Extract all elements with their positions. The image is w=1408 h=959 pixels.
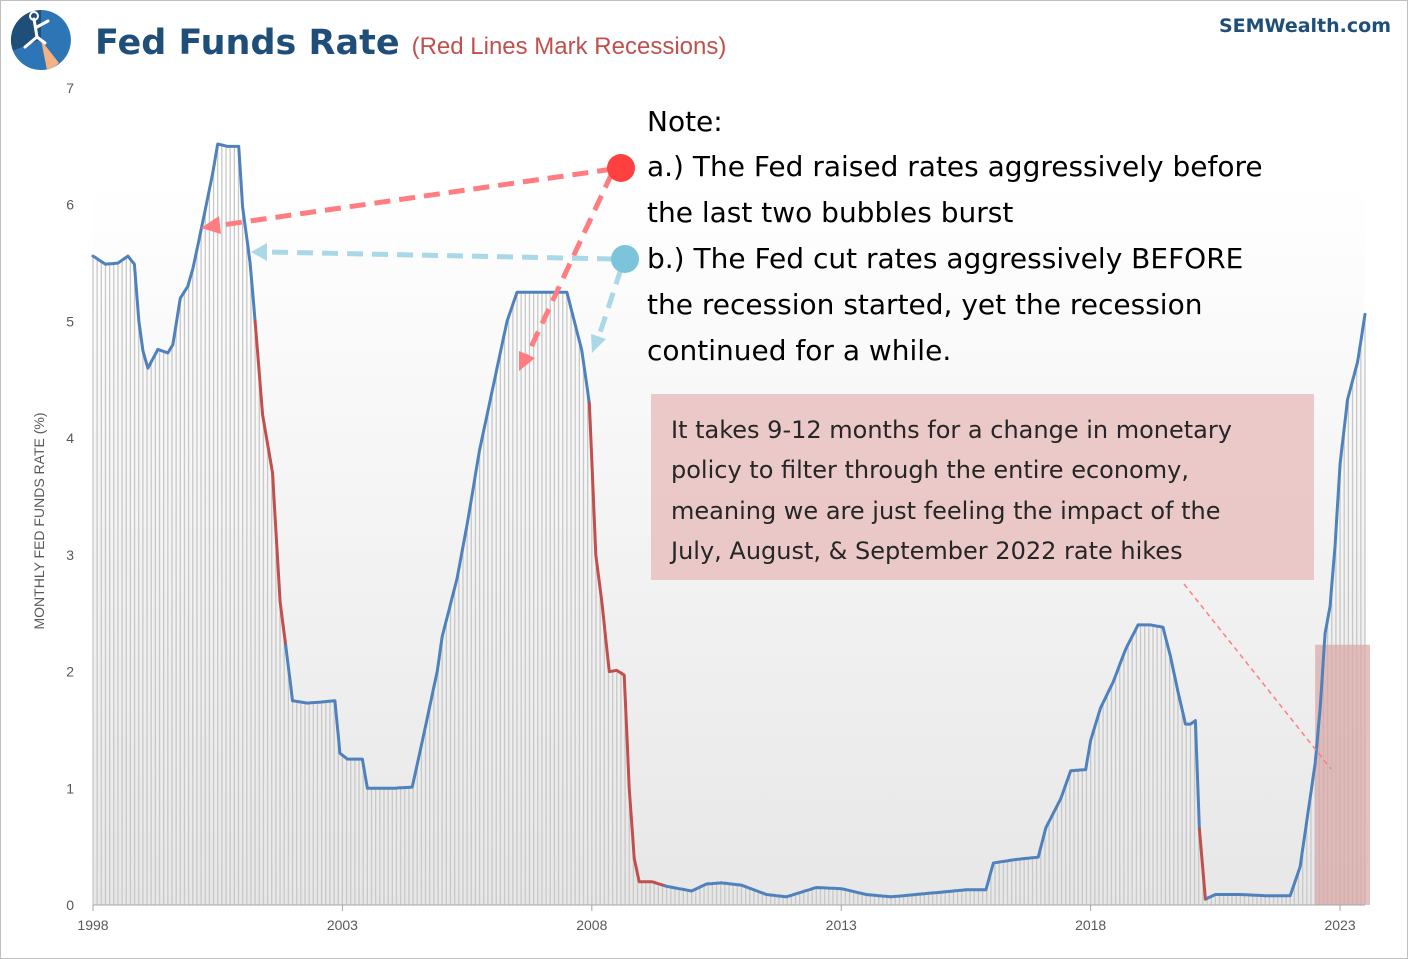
arrow-b-to-2001-cut (266, 249, 614, 262)
logo-head-icon (29, 11, 39, 21)
arrow-b-head-2 (591, 334, 606, 353)
arrow-b-head-1 (251, 243, 267, 261)
y-tick-label: 0 (66, 897, 74, 913)
dot-b-marker (611, 245, 639, 273)
y-tick-label: 4 (66, 430, 74, 446)
note-line-5: the recession started, yet the recession (647, 288, 1202, 321)
rate-segment (91, 142, 257, 370)
chart-title: Fed Funds Rate (95, 23, 400, 63)
rate-segment (1205, 312, 1367, 900)
chart-subtitle: (Red Lines Mark Recessions) (412, 33, 727, 60)
x-axis-ticks: 1998 2003 2008 2013 2018 2023 (77, 905, 1356, 933)
rate-line (91, 142, 1367, 901)
y-axis-ticks: 0 1 2 3 4 5 6 7 (66, 80, 74, 913)
y-tick-label: 1 (66, 780, 74, 796)
logo-orange-segment (41, 40, 59, 70)
rate-segment (284, 290, 591, 790)
recession-segment (253, 319, 288, 647)
x-tick-label: 2008 (576, 917, 607, 933)
recent-hikes-highlight (1315, 644, 1370, 905)
rate-segment (663, 623, 1201, 899)
arrow-b-to-2007-cut (595, 268, 624, 340)
callout-line-2: policy to filter through the entire econ… (671, 456, 1189, 484)
brand-link[interactable]: SEMWealth.com (1219, 15, 1391, 37)
y-axis-label: MONTHLY FED FUNDS RATE (%) (31, 412, 47, 629)
note-line-3: the last two bubbles burst (647, 196, 1013, 229)
note-line-1: Note: (647, 105, 723, 138)
callout-line-4: July, August, & September 2022 rate hike… (669, 537, 1183, 565)
x-tick-label: 2023 (1324, 917, 1355, 933)
arrow-a-head-1 (201, 216, 221, 234)
x-tick-label: 2013 (826, 917, 857, 933)
note-line-4: b.) The Fed cut rates aggressively BEFOR… (647, 242, 1243, 275)
x-tick-label: 2003 (327, 917, 358, 933)
x-tick-label: 2018 (1075, 917, 1106, 933)
y-tick-label: 2 (66, 664, 74, 680)
annotation-arrows (201, 154, 639, 371)
arrow-a-to-2000-peak (214, 166, 614, 229)
rate-bars (92, 144, 1366, 905)
x-tick-label: 1998 (77, 917, 108, 933)
y-tick-label: 6 (66, 197, 74, 213)
note-line-2: a.) The Fed raised rates aggressively be… (647, 150, 1263, 183)
dot-a-marker (607, 154, 635, 182)
y-tick-label: 3 (66, 547, 74, 563)
callout-box (651, 394, 1314, 580)
arrow-a-to-2006-peak (524, 171, 615, 358)
y-tick-label: 5 (66, 313, 74, 329)
logo-figure-icon (23, 17, 50, 49)
semwealth-logo (10, 9, 71, 70)
recession-segment (587, 401, 667, 888)
y-tick-label: 7 (66, 80, 74, 96)
arrow-a-head-2 (519, 351, 535, 371)
note-line-6: continued for a while. (647, 334, 951, 367)
callout-pointer (1183, 583, 1332, 770)
callout-line-1: It takes 9-12 months for a change in mon… (671, 416, 1232, 444)
callout-line-3: meaning we are just feeling the impact o… (671, 497, 1220, 525)
